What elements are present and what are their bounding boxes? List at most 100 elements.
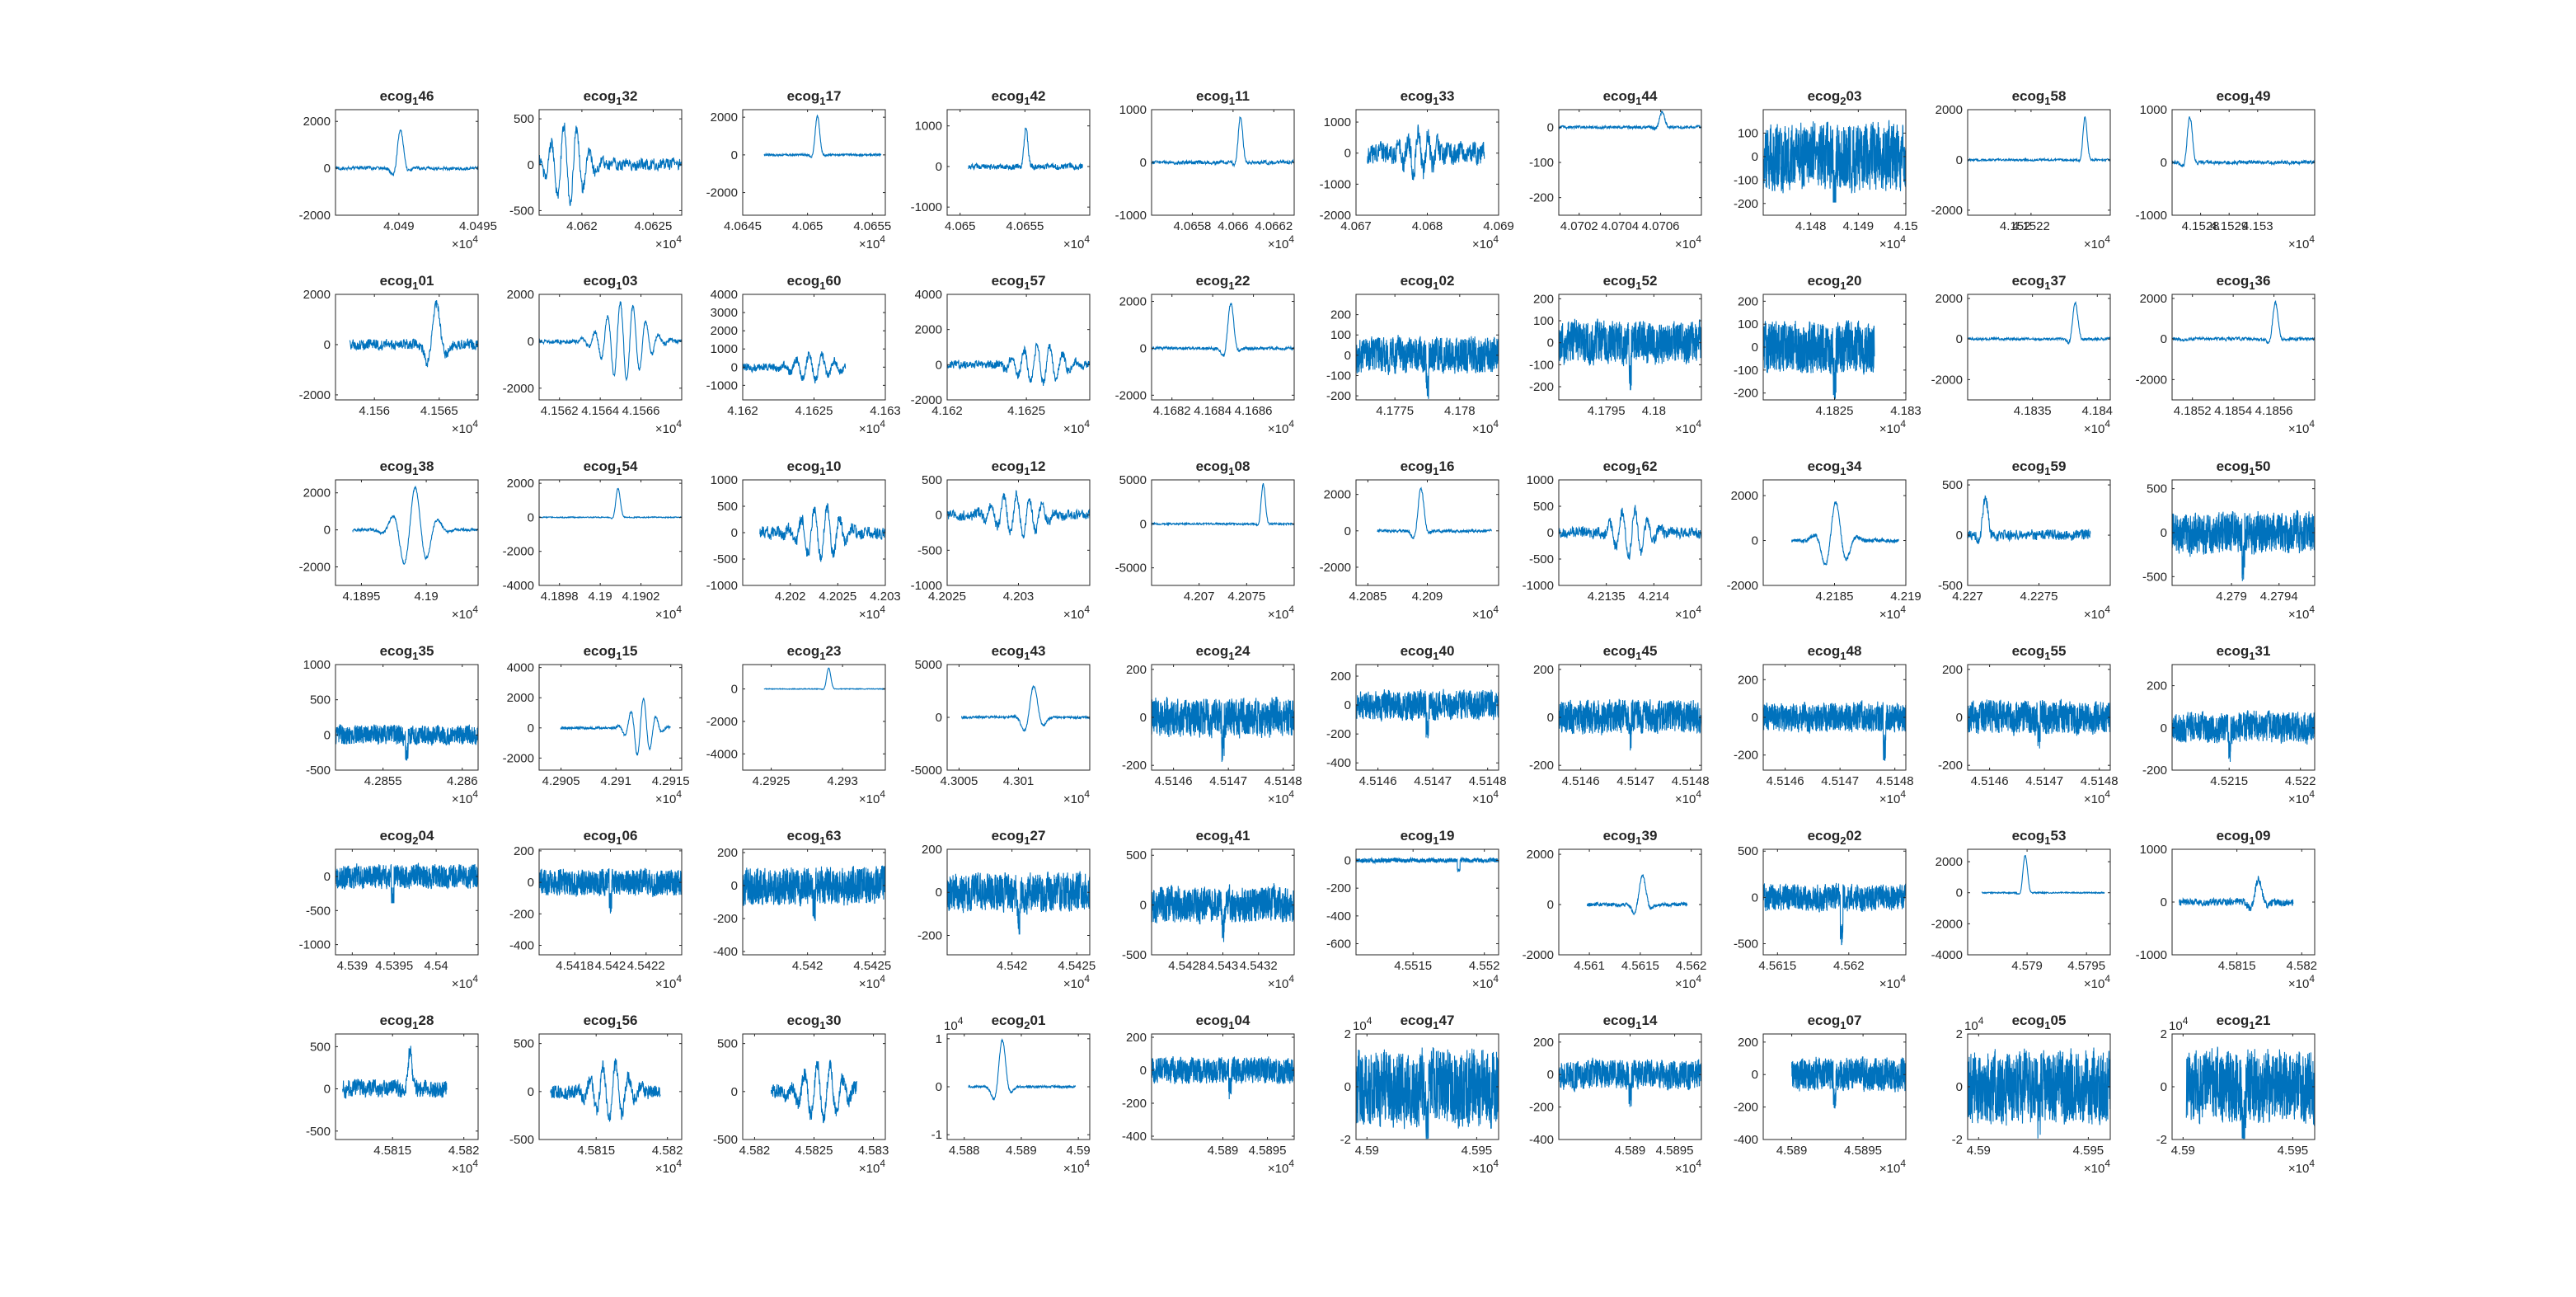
x-exponent-label: ×104 [1268,233,1294,251]
y-tick-label: -4000 [1931,948,1963,962]
y-tick-label: -2000 [503,382,534,396]
y-tick-label: -2000 [706,186,738,200]
y-tick-label: -100 [1529,358,1554,372]
subplot-ecog1-45: 4.5146 4.5147 4.5148 -200 0 200 ×104 ecog145 [1529,643,1710,806]
subplot-ecog1-47: 4.59 4.595 -2 0 2 ×104 104 ecog147 [1340,1013,1499,1176]
y-tick-label: 500 [310,1040,331,1054]
x-exponent-label: ×104 [1675,604,1701,622]
y-tick-label: -200 [1734,387,1758,401]
subplot-ecog1-35: 4.2855 4.286 -500 0 500 1000 ×104 ecog135 [303,643,479,806]
subplot-ecog1-16: 4.2085 4.209 -2000 0 2000 ×104 ecog116 [1320,458,1499,622]
signal-trace [1763,120,1906,203]
x-tick-label: 4.286 [447,774,478,788]
subplot-ecog1-60: 4.162 4.1625 4.163 -1000 0 1000 2000 3000 4000 ×1… [706,273,901,436]
x-tick-label: 4.5146 [1767,774,1804,788]
x-tick-label: 4.156 [359,404,390,418]
y-tick-label: -600 [1326,938,1351,952]
x-tick-label: 4.0706 [1642,219,1680,233]
y-tick-label: 4000 [915,288,942,302]
y-tick-label: 0 [2161,895,2167,909]
x-tick-label: 4.5148 [1876,774,1914,788]
x-exponent-label: ×104 [1472,233,1499,251]
subplot-ecog2-02: 4.5615 4.562 -500 0 500 ×104 ecog202 [1734,828,1907,991]
y-tick-label: 1000 [1527,473,1554,487]
x-tick-label: 4.54 [425,959,448,973]
subplot-title: ecog146 [380,88,434,107]
axes-box [742,848,886,956]
axes-box [2171,294,2316,401]
x-tick-label: 4.589 [1208,1144,1239,1158]
y-tick-label: 500 [922,473,942,487]
subplot-title: ecog141 [1196,828,1250,847]
y-tick-label: 3000 [711,306,738,320]
subplot-title: ecog158 [2012,88,2067,107]
y-tick-label: 500 [1942,478,1963,492]
y-tick-label: -2000 [299,388,331,402]
subplot-title: ecog201 [992,1013,1046,1031]
subplot-title: ecog109 [2217,828,2271,847]
y-tick-label: 0 [1140,156,1147,170]
subplot-title: ecog107 [1808,1013,1862,1031]
subplot-title: ecog114 [1603,1013,1658,1031]
y-tick-label: 0 [324,162,331,176]
subplot-ecog1-24: 4.5146 4.5147 4.5148 -200 0 200 ×104 ecog124 [1122,643,1302,806]
subplot-title: ecog143 [992,643,1046,662]
y-tick-label: -100 [1734,364,1758,378]
x-tick-label: 4.5147 [1821,774,1859,788]
subplot-ecog1-30: 4.582 4.5825 4.583 -500 0 500 ×104 ecog130 [713,1013,889,1176]
y-tick-label: -100 [1734,173,1758,187]
y-tick-label: 200 [1738,294,1758,308]
x-tick-label: 4.542 [792,959,823,973]
y-tick-label: 0 [1547,898,1554,912]
y-tick-label: 0 [1752,150,1758,164]
x-tick-label: 4.0704 [1601,219,1639,233]
y-tick-label: 0 [1956,529,1963,543]
x-tick-label: 4.184 [2081,404,2113,418]
subplot-ecog1-59: 4.227 4.2275 -500 0 500 ×104 ecog159 [1938,458,2111,622]
x-tick-label: 4.1682 [1153,404,1191,418]
subplot-title: ecog115 [584,643,638,662]
y-tick-label: -500 [2142,570,2167,584]
y-tick-label: -200 [917,928,942,942]
y-tick-label: -500 [306,904,331,918]
axes-box [1762,479,1907,586]
x-tick-label: 4.2915 [652,774,690,788]
signal-trace [1791,501,1899,566]
x-tick-label: 4.0625 [634,219,672,233]
axes-box [742,109,886,216]
y-tick-label: 4000 [507,661,534,675]
signal-trace [1559,698,1701,751]
y-tick-label: 200 [1330,670,1351,684]
axes-box [538,479,683,586]
x-tick-label: 4.149 [1843,219,1875,233]
signal-trace [560,698,671,756]
x-tick-label: 4.5147 [1209,774,1247,788]
axes-box [742,294,886,401]
x-tick-label: 4.2794 [2260,590,2298,604]
signal-trace [1968,1047,2110,1139]
subplot-ecog1-63: 4.542 4.5425 -400 -200 0 200 ×104 ecog163 [713,828,891,991]
y-tick-label: -200 [1122,1097,1147,1111]
subplot-title: ecog145 [1603,643,1658,662]
signal-trace [947,490,1090,539]
axes-box [335,848,479,956]
x-exponent-label: ×104 [1063,1158,1090,1176]
y-tick-label: -2000 [1931,917,1963,931]
axes-box [538,294,683,401]
x-tick-label: 4.5428 [1168,959,1206,973]
x-tick-label: 4.301 [1003,774,1035,788]
signal-trace [1968,301,2110,345]
y-tick-label: -2000 [1523,948,1554,962]
y-tick-label: 100 [1330,328,1351,342]
subplot-ecog1-52: 4.1795 4.18 -200 -100 0 100 200 ×104 ecog152 [1529,273,1702,436]
subplot-ecog1-12: 4.2025 4.203 -1000 -500 0 500 ×104 ecog112 [911,458,1091,622]
signal-trace [1377,486,1492,540]
x-tick-label: 4.5795 [2067,959,2105,973]
y-tick-label: -2000 [503,545,534,559]
x-exponent-label: ×104 [859,973,885,991]
x-tick-label: 4.1565 [420,404,458,418]
x-tick-label: 4.5147 [1414,774,1452,788]
subplot-title: ecog123 [787,643,842,662]
x-tick-label: 4.1684 [1194,404,1232,418]
y-tick-label: 0 [1140,517,1147,531]
